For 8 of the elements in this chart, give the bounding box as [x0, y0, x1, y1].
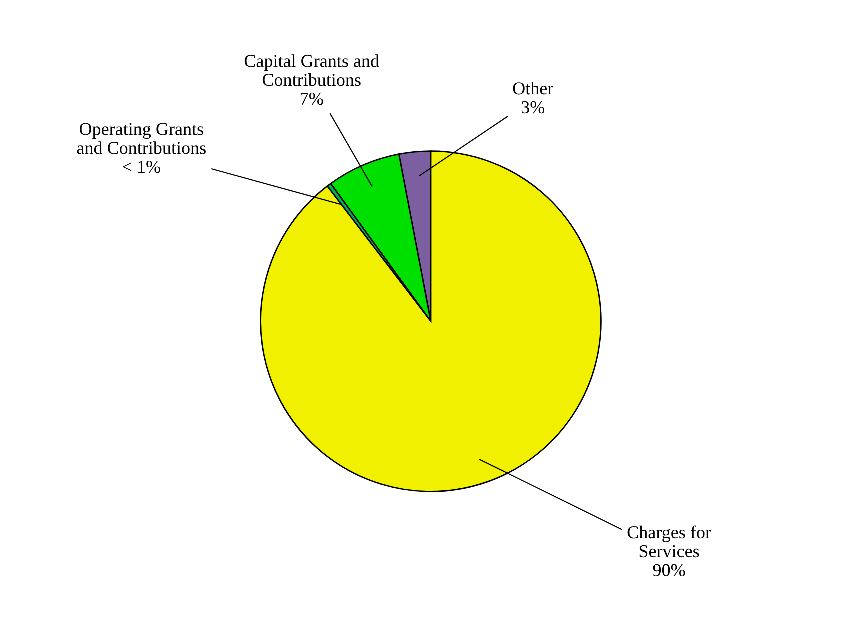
- slice-label: Operating Grants and Contributions: [77, 123, 206, 154]
- slice-label: Charges for Services: [628, 526, 712, 558]
- data-label: 7%: [301, 92, 324, 106]
- data-label: 3%: [522, 101, 545, 114]
- slice-label: Other: [513, 82, 554, 95]
- slice-label: Capital Grants and Contributions: [244, 54, 380, 86]
- data-label: 90%: [653, 564, 686, 577]
- data-label: < 1%: [123, 160, 160, 174]
